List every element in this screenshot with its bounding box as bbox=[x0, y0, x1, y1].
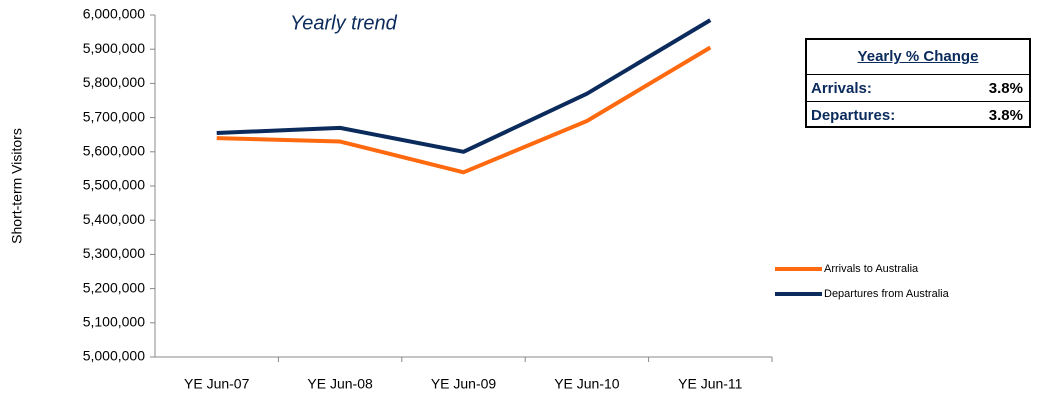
y-tick-label: 5,400,000 bbox=[83, 211, 145, 227]
y-tick-label: 5,000,000 bbox=[83, 348, 145, 364]
y-axis-label: Short-term Visitors bbox=[9, 128, 25, 244]
legend-label: Arrivals to Australia bbox=[824, 263, 919, 275]
data-line bbox=[216, 18, 712, 154]
data-line bbox=[216, 45, 712, 175]
legend-label: Departures from Australia bbox=[824, 288, 950, 300]
y-tick-label: 5,100,000 bbox=[83, 314, 145, 330]
y-tick-label: 5,300,000 bbox=[83, 245, 145, 261]
x-tick-label: YE Jun-07 bbox=[184, 376, 250, 392]
y-tick-label: 6,000,000 bbox=[83, 6, 145, 22]
row-label: Arrivals: bbox=[811, 79, 872, 97]
summary-table: Yearly % Change Arrivals: 3.8% Departures… bbox=[805, 38, 1031, 128]
y-tick-label: 5,700,000 bbox=[83, 108, 145, 124]
x-tick-label: YE Jun-08 bbox=[307, 376, 373, 392]
row-label: Departures: bbox=[811, 106, 896, 124]
table-row: Departures: 3.8% bbox=[807, 101, 1029, 128]
row-value: 3.8% bbox=[988, 79, 1023, 97]
annotation: Yearly trend bbox=[290, 12, 398, 34]
y-tick-label: 5,200,000 bbox=[83, 279, 145, 295]
table-row: Arrivals: 3.8% bbox=[807, 74, 1029, 101]
table-header: Yearly % Change bbox=[857, 48, 979, 65]
x-tick-label: YE Jun-11 bbox=[678, 376, 743, 392]
y-tick-label: 5,600,000 bbox=[83, 143, 145, 159]
y-tick-label: 5,500,000 bbox=[83, 177, 145, 193]
y-tick-label: 5,800,000 bbox=[83, 74, 145, 90]
x-tick-label: YE Jun-10 bbox=[554, 376, 620, 392]
y-tick-label: 5,900,000 bbox=[83, 40, 145, 56]
row-value: 3.8% bbox=[988, 106, 1023, 124]
x-tick-label: YE Jun-09 bbox=[431, 376, 497, 392]
